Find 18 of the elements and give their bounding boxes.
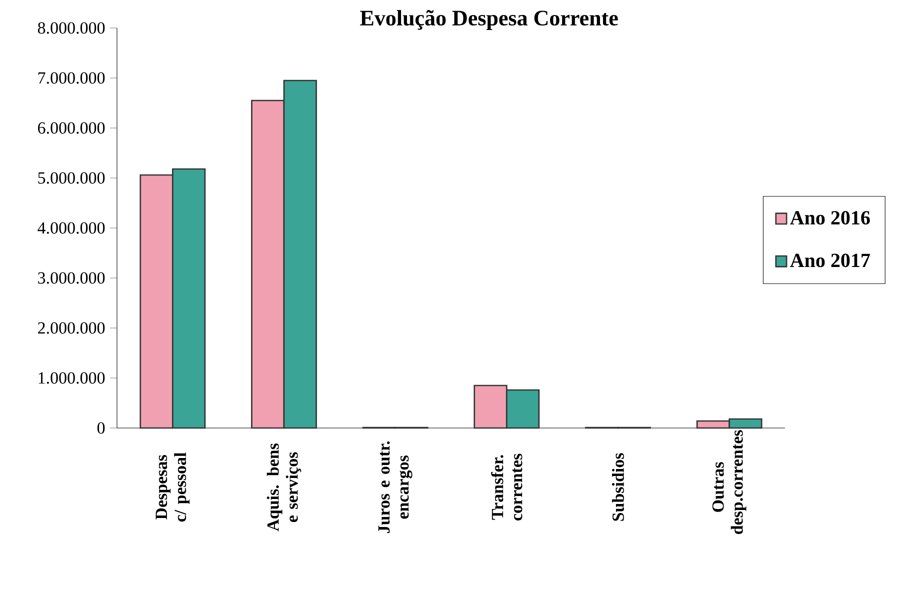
x-tick-label: Outras desp.correntes (712, 430, 746, 534)
legend-label: Ano 2017 (790, 254, 870, 268)
y-tick-label: 7.000.000 (38, 72, 105, 84)
chart-title: Evolução Despesa Corrente (360, 10, 618, 30)
y-tick-label: 4.000.000 (38, 222, 105, 234)
y-tick-label: 5.000.000 (38, 172, 105, 184)
y-tick-label: 1.000.000 (38, 372, 105, 384)
x-tick-label: Transfer. correntes (491, 454, 522, 520)
x-tick-label: Aquis. bens e serviços (266, 443, 302, 532)
x-tick-label: Despesas c/ pessoal (156, 452, 190, 522)
y-tick-label: 2.000.000 (38, 322, 105, 334)
y-tick-label: 8.000.000 (38, 22, 105, 34)
legend-label: Ano 2016 (790, 211, 870, 225)
x-tick-label: Subsidios (612, 453, 624, 521)
y-tick-label: 3.000.000 (38, 272, 105, 284)
y-tick-label: 0 (97, 422, 105, 434)
y-tick-label: 6.000.000 (38, 122, 105, 134)
x-tick-label: Juros e outr. encargos (378, 441, 412, 533)
